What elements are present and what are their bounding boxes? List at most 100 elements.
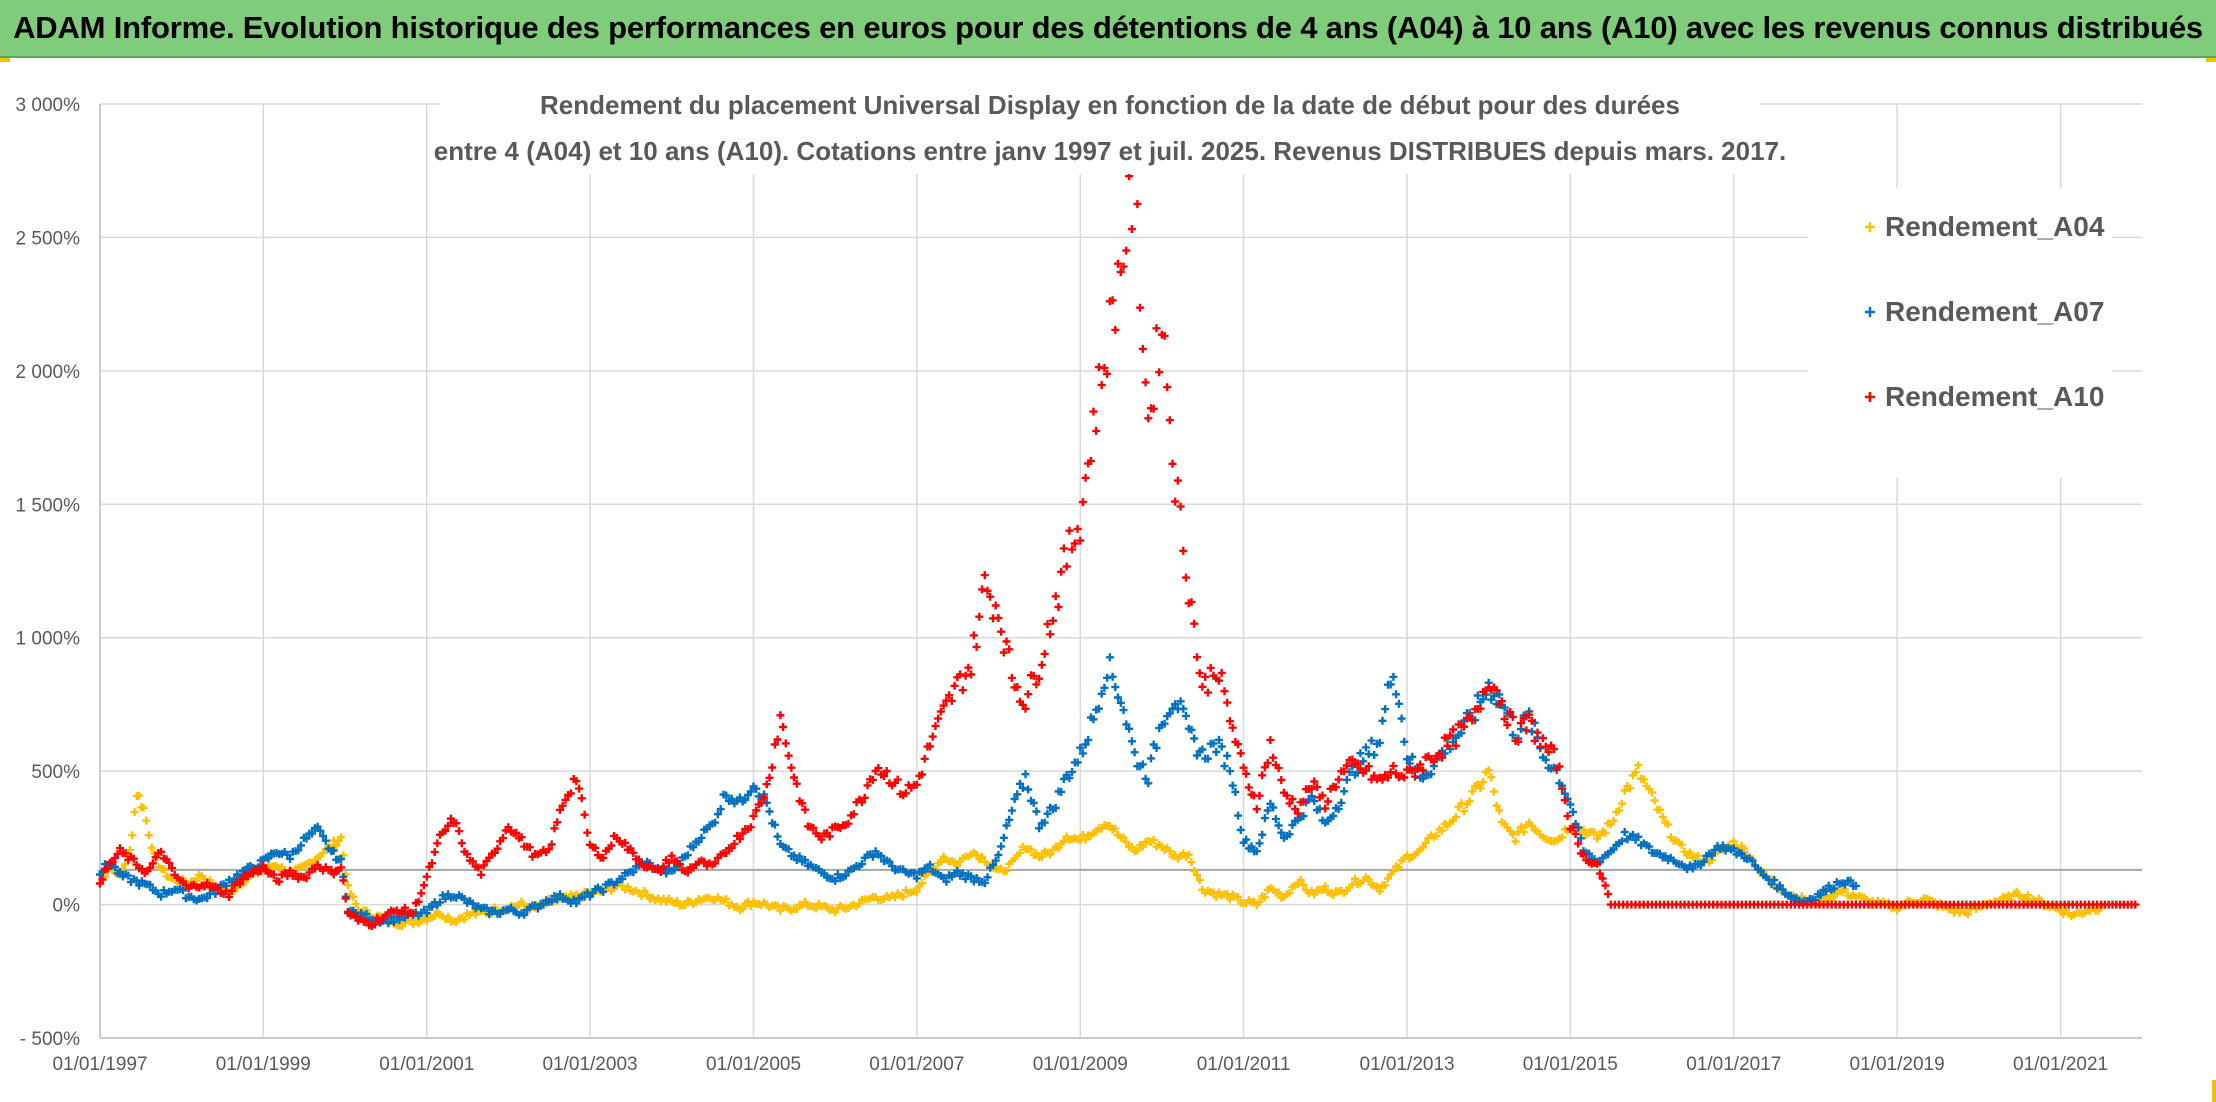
data-point: [575, 784, 584, 793]
data-point: [1111, 325, 1120, 334]
data-point: [160, 865, 169, 874]
data-point: [1231, 788, 1240, 796]
data-point: [1223, 698, 1232, 707]
data-point: [1184, 850, 1193, 859]
data-point: [1511, 837, 1520, 846]
data-point: [752, 784, 761, 793]
series-markers: [96, 140, 2140, 931]
data-point: [912, 874, 921, 883]
data-point: [735, 835, 744, 843]
data-point: [1293, 809, 1302, 818]
data-point: [1484, 766, 1493, 775]
data-point: [157, 892, 166, 901]
x-tick-label: 01/01/1999: [216, 1054, 311, 1075]
legend-background: [1808, 188, 2112, 478]
data-point: [433, 839, 442, 848]
data-point: [1220, 762, 1229, 771]
data-point: [1541, 755, 1550, 764]
data-point: [1438, 753, 1447, 762]
y-tick-label: 3 000%: [16, 95, 81, 116]
data-point: [749, 812, 758, 821]
data-point: [1694, 851, 1703, 860]
data-point: [1119, 262, 1128, 271]
data-point: [1089, 715, 1098, 724]
data-point: [168, 863, 176, 872]
data-point: [1617, 837, 1626, 846]
x-tick-label: 01/01/2017: [1686, 1054, 1781, 1075]
x-tick-label: 01/01/2021: [2013, 1054, 2108, 1075]
data-point: [1204, 754, 1212, 763]
data-point: [950, 681, 959, 690]
data-point: [1288, 795, 1297, 803]
data-point: [1165, 709, 1174, 718]
y-tick-label: 2 000%: [16, 362, 81, 383]
data-point: [831, 876, 840, 885]
data-point: [1626, 784, 1635, 793]
data-point: [978, 585, 987, 594]
data-point: [130, 808, 139, 817]
data-point: [1127, 225, 1136, 233]
data-point: [108, 858, 117, 867]
data-point: [1560, 796, 1569, 805]
data-point: [1664, 820, 1673, 829]
data-point: [920, 754, 929, 763]
legend: Rendement_A04 Rendement_A07 Rendement_A10: [1808, 188, 2112, 478]
data-point: [972, 850, 981, 859]
data-point: [1021, 770, 1030, 779]
data-point: [888, 862, 897, 871]
data-point: [1057, 787, 1066, 796]
data-point: [1620, 786, 1629, 795]
data-point: [1288, 821, 1297, 830]
data-point: [874, 764, 883, 772]
data-point: [275, 877, 284, 886]
data-point: [983, 586, 992, 595]
data-point: [1258, 830, 1267, 839]
data-point: [722, 791, 731, 800]
data-point: [238, 875, 247, 884]
data-point: [997, 842, 1006, 851]
data-point: [809, 823, 818, 832]
data-point: [1035, 674, 1044, 683]
data-point: [722, 895, 731, 904]
data-point: [947, 696, 956, 705]
data-point: [1160, 331, 1169, 340]
data-point: [997, 627, 1006, 636]
data-point: [1051, 592, 1060, 601]
data-point: [1403, 755, 1412, 764]
data-point: [1429, 757, 1438, 766]
data-point: [460, 915, 469, 924]
data-point: [1007, 673, 1016, 682]
data-point: [1576, 834, 1585, 843]
data-point: [1081, 740, 1090, 749]
data-point: [1508, 712, 1517, 721]
data-point: [1051, 804, 1060, 812]
data-point: [1601, 829, 1610, 837]
data-point: [936, 858, 945, 866]
data-point: [1620, 828, 1629, 836]
data-point: [1506, 708, 1515, 716]
data-point: [485, 853, 494, 862]
data-point: [1699, 857, 1708, 866]
data-point: [1628, 830, 1637, 839]
data-point: [1234, 892, 1243, 901]
data-point: [283, 850, 292, 859]
data-point: [1367, 736, 1376, 745]
data-point: [277, 863, 286, 872]
data-point: [980, 571, 989, 580]
data-point: [1155, 368, 1164, 377]
data-point: [1416, 760, 1425, 769]
data-point: [1337, 798, 1346, 807]
data-point: [1392, 690, 1401, 699]
data-point: [1144, 779, 1153, 788]
data-point: [1111, 824, 1120, 833]
data-point: [1522, 726, 1531, 735]
data-point: [1533, 728, 1542, 737]
data-point: [1195, 876, 1204, 885]
data-point: [482, 903, 491, 912]
data-point: [1830, 884, 1839, 893]
data-point: [1037, 660, 1046, 669]
data-point: [1285, 799, 1294, 808]
data-point: [525, 843, 534, 852]
data-point: [1340, 787, 1349, 796]
data-point: [1740, 844, 1749, 853]
